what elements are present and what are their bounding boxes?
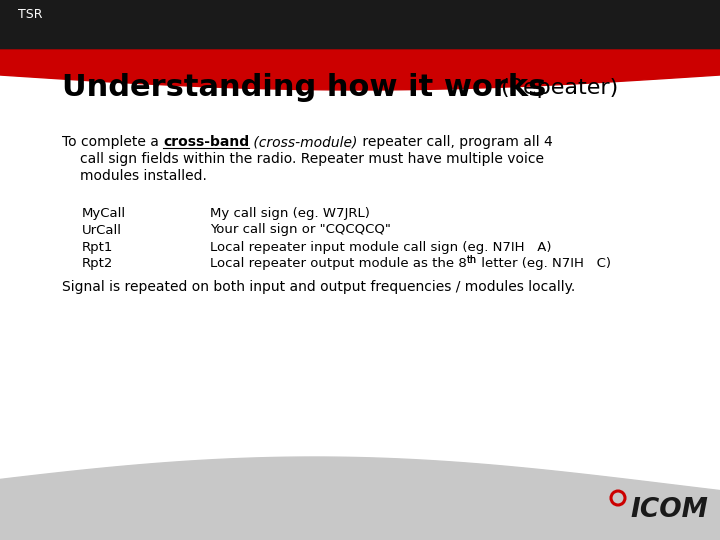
Text: UrCall: UrCall [82, 224, 122, 237]
Text: My call sign (eg. W7JRL): My call sign (eg. W7JRL) [210, 206, 370, 219]
FancyBboxPatch shape [0, 0, 720, 50]
Text: th: th [467, 255, 477, 265]
Text: cross-band: cross-band [163, 135, 249, 149]
Text: TSR: TSR [18, 8, 42, 21]
Text: Understanding how it works: Understanding how it works [62, 73, 546, 103]
Text: Signal is repeated on both input and output frequencies / modules locally.: Signal is repeated on both input and out… [62, 280, 575, 294]
Text: (Repeater): (Repeater) [500, 78, 618, 98]
Text: MyCall: MyCall [82, 206, 126, 219]
Text: Rpt2: Rpt2 [82, 258, 113, 271]
Text: modules installed.: modules installed. [80, 169, 207, 183]
Text: repeater call, program all 4: repeater call, program all 4 [358, 135, 552, 149]
Text: th: th [467, 255, 477, 265]
Text: ICOM: ICOM [630, 497, 708, 523]
Text: letter (eg. N7IH   C): letter (eg. N7IH C) [477, 258, 611, 271]
Text: (cross-module): (cross-module) [249, 135, 358, 149]
Circle shape [615, 495, 621, 501]
Text: To complete a: To complete a [62, 135, 163, 149]
Text: Local repeater input module call sign (eg. N7IH   A): Local repeater input module call sign (e… [210, 240, 552, 253]
Text: Local repeater output module as the 8: Local repeater output module as the 8 [210, 258, 467, 271]
Text: call sign fields within the radio. Repeater must have multiple voice: call sign fields within the radio. Repea… [80, 152, 544, 166]
Text: Your call sign or "CQCQCQ": Your call sign or "CQCQCQ" [210, 224, 391, 237]
Text: Rpt1: Rpt1 [82, 240, 113, 253]
